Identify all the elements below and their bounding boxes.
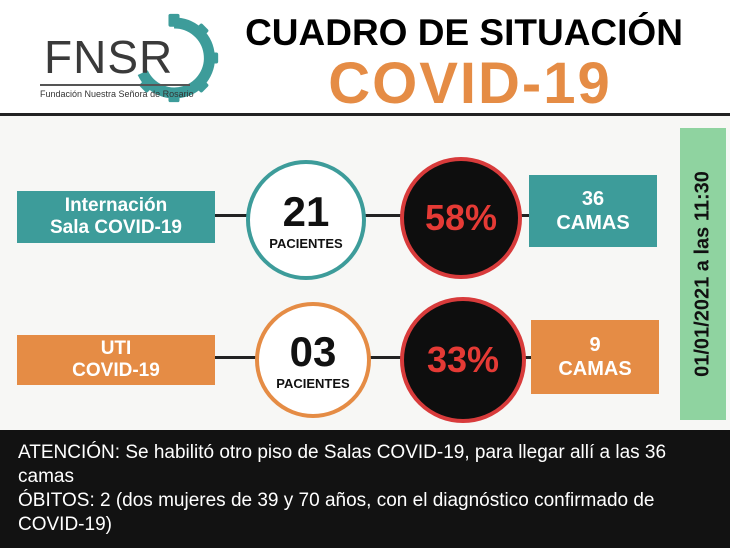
- row2-patients-circle: 03 PACIENTES: [255, 302, 371, 418]
- header: [0, 0, 730, 113]
- logo-divider: [40, 84, 190, 86]
- logo-text: FNSR: [44, 31, 174, 83]
- row1-beds-box: 36 CAMAS: [529, 175, 657, 247]
- row1-label-line2: Sala COVID-19: [50, 217, 182, 238]
- logo-subtitle: Fundación Nuestra Señora de Rosario: [40, 89, 194, 99]
- row1-label-line1: Internación: [64, 195, 168, 216]
- row2-label-line2: COVID-19: [72, 360, 160, 381]
- notice-attention: ATENCIÓN: Se habilitó otro piso de Salas…: [18, 442, 667, 487]
- row1-occupancy-circle: 58%: [400, 157, 522, 279]
- date-panel: [680, 128, 726, 420]
- row1-connector-b: [360, 214, 406, 217]
- row2-connector-a: [215, 356, 261, 359]
- row1-connector-a: [215, 214, 255, 217]
- notice-panel: ATENCIÓN: Se habilitó otro piso de Salas…: [0, 430, 730, 548]
- row2-occupancy-circle: 33%: [400, 297, 526, 423]
- row2-patients-label: PACIENTES: [276, 375, 350, 391]
- row2-patients-count: 03: [289, 327, 337, 375]
- row1-occupancy-value: 58%: [424, 197, 498, 238]
- row1-beds-label: CAMAS: [556, 212, 630, 234]
- row2-beds-number: 9: [589, 334, 601, 356]
- page-title: CUADRO DE SITUACIÓN: [245, 12, 683, 53]
- covid-title: COVID-19: [328, 51, 612, 116]
- gear-icon: [137, 13, 219, 103]
- header-divider: [0, 113, 730, 116]
- row1-patients-circle: 21 PACIENTES: [246, 160, 366, 280]
- row1-patients-count: 21: [282, 187, 330, 235]
- row2-label-line1: UTI: [100, 338, 132, 359]
- notice-deaths: ÓBITOS: 2 (dos mujeres de 39 y 70 años, …: [18, 490, 655, 535]
- row1-beds-number: 36: [581, 188, 605, 210]
- row2-beds-label: CAMAS: [558, 358, 632, 380]
- row2-category-label: UTI COVID-19: [17, 335, 215, 385]
- row2-connector-b: [366, 356, 406, 359]
- report-date: 01/01/2021 a las 11:30: [691, 171, 714, 377]
- row1-category-label: Internación Sala COVID-19: [17, 191, 215, 243]
- row1-patients-label: PACIENTES: [269, 235, 343, 251]
- row2-beds-box: 9 CAMAS: [531, 320, 659, 394]
- row2-occupancy-value: 33%: [426, 339, 500, 380]
